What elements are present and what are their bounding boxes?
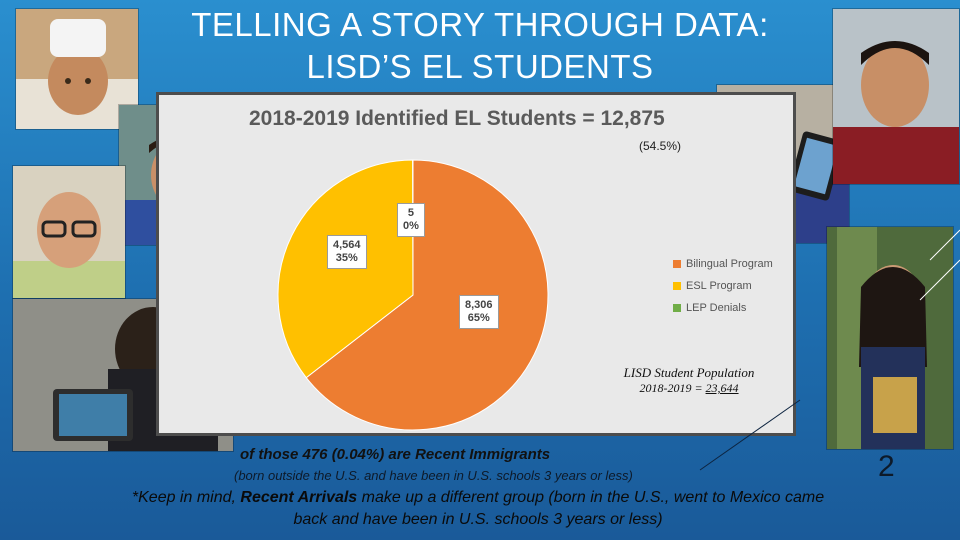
student-photo-glasses	[12, 165, 126, 299]
population-note-value: 23,644	[705, 381, 739, 395]
slide-title: TELLING A STORY THROUGH DATA: LISD’S EL …	[140, 4, 820, 88]
slide-number: 2	[878, 450, 895, 483]
student-photo-graduate	[826, 226, 954, 450]
legend-item-bilingual-program: Bilingual Program	[673, 253, 773, 275]
legend-swatch-bilingual-program	[673, 260, 681, 268]
slide-title-line1: TELLING A STORY THROUGH DATA:	[191, 6, 769, 43]
lep-denials-value: 5	[407, 207, 415, 219]
recent-arrivals-prefix: *Keep in mind,	[131, 489, 241, 506]
esl-program-value: 4,564	[333, 239, 361, 251]
population-note: LISD Student Population 2018-2019 = 23,6…	[609, 365, 769, 396]
legend-item-esl-program: ESL Program	[673, 275, 773, 297]
data-label-bilingual-program: 8,306 65%	[459, 295, 499, 329]
chart-panel: 2018-2019 Identified EL Students = 12,87…	[156, 92, 796, 436]
legend-swatch-lep-denials	[673, 304, 681, 312]
legend-label-lep-denials: LEP Denials	[686, 302, 747, 314]
data-label-esl-program: 4,564 35%	[327, 235, 367, 269]
legend-swatch-esl-program	[673, 282, 681, 290]
recent-immigrants-text: of those 476 (0.04%) are Recent Immigran…	[240, 446, 551, 463]
population-note-line1: LISD Student Population	[623, 365, 755, 380]
chart-legend: Bilingual Program ESL Program LEP Denial…	[673, 253, 773, 319]
lep-denials-percent: 0%	[403, 220, 419, 232]
population-note-prefix: 2018-2019 =	[639, 381, 706, 395]
population-note-line2: 2018-2019 = 23,644	[609, 381, 769, 396]
slide-title-line2: LISD’S EL STUDENTS	[306, 48, 654, 85]
data-label-lep-denials: 5 0%	[397, 203, 425, 237]
esl-program-percent: 35%	[335, 252, 358, 264]
bilingual-program-value: 8,306	[465, 299, 493, 311]
chart-subtitle: (54.5%)	[639, 139, 682, 153]
recent-arrivals-term: Recent Arrivals	[240, 489, 358, 506]
student-photo-chef-hat	[15, 8, 139, 130]
chart-title: 2018-2019 Identified EL Students = 12,87…	[249, 107, 665, 130]
bilingual-program-percent: 65%	[467, 312, 490, 324]
recent-arrivals-note: *Keep in mind, Recent Arrivals make up a…	[118, 487, 838, 531]
legend-label-bilingual-program: Bilingual Program	[686, 258, 773, 270]
pie-slice-bilingual-program	[305, 159, 549, 431]
legend-item-lep-denials: LEP Denials	[673, 297, 773, 319]
legend-label-esl-program: ESL Program	[686, 280, 752, 292]
recent-arrivals-rest: make up a different group (born in the U…	[293, 489, 825, 528]
chart-area: 2018-2019 Identified EL Students = 12,87…	[159, 95, 793, 433]
recent-immigrants-definition: (born outside the U.S. and have been in …	[234, 468, 633, 483]
student-photo-red-shirt	[832, 8, 960, 185]
